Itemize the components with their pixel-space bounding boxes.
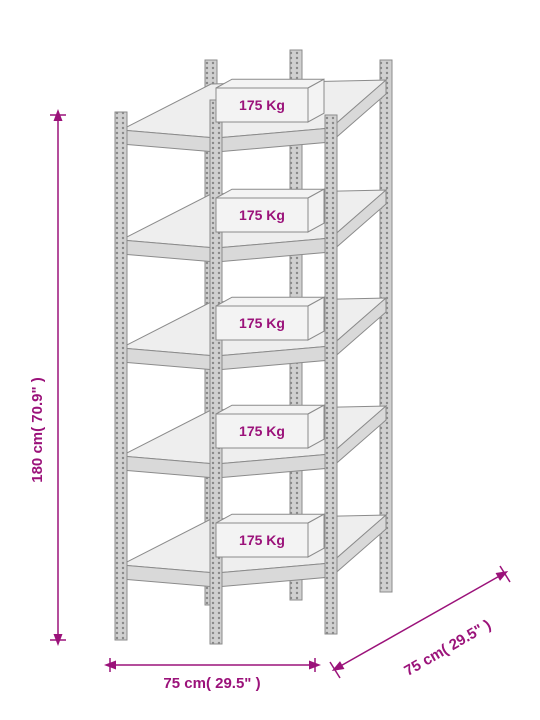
width-label: 75 cm( 29.5" )	[163, 675, 260, 692]
depth-label: 75 cm( 29.5" )	[401, 616, 494, 679]
post	[380, 60, 392, 592]
weight-label: 175 Kg	[239, 423, 285, 439]
weight-box: 175 Kg	[216, 189, 324, 232]
weight-box: 175 Kg	[216, 297, 324, 340]
height-label: 180 cm( 70.9" )	[29, 377, 46, 483]
weight-box: 175 Kg	[216, 79, 324, 122]
depth-dimension: 75 cm( 29.5" )	[330, 566, 510, 680]
weight-box: 175 Kg	[216, 405, 324, 448]
shelving-dimension-diagram: 175 Kg 175 Kg 175 Kg 175 Kg 175 Kg 180 cm( 7…	[0, 0, 540, 720]
shelves	[115, 80, 386, 644]
weight-label: 175 Kg	[239, 532, 285, 548]
width-dimension: 75 cm( 29.5" )	[110, 658, 315, 692]
weight-label: 175 Kg	[239, 315, 285, 331]
height-dimension: 180 cm( 70.9" )	[29, 115, 66, 640]
weight-label: 175 Kg	[239, 97, 285, 113]
weight-box: 175 Kg	[216, 514, 324, 557]
weight-label: 175 Kg	[239, 207, 285, 223]
